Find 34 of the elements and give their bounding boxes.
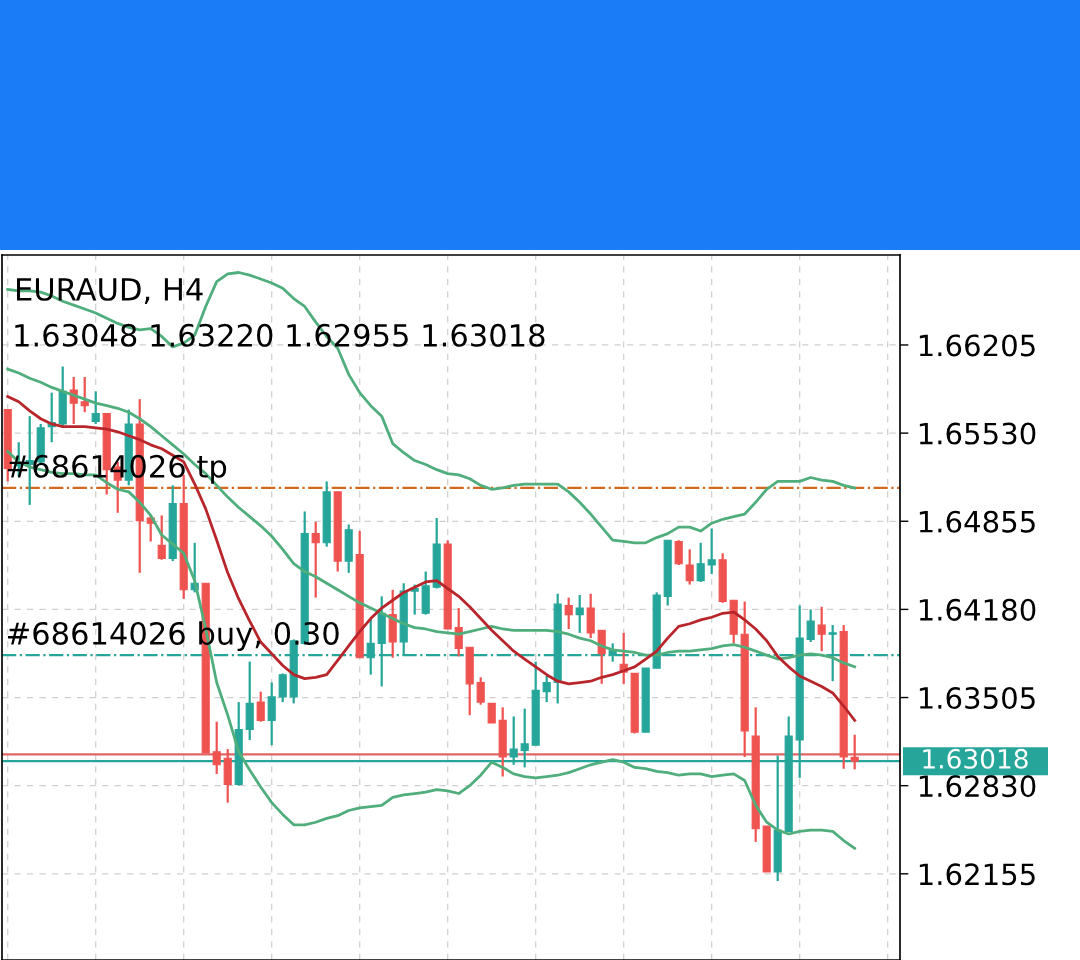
line-series: [6, 367, 857, 669]
candlestick: [696, 541, 705, 584]
line-series: [6, 395, 857, 722]
y-tick-label: 1.65530: [919, 422, 1036, 445]
candlestick: [91, 390, 100, 426]
candlestick: [487, 702, 496, 724]
ref-line-label: 1.63018: [923, 748, 1028, 769]
candlestick: [806, 608, 815, 644]
candlestick: [685, 548, 694, 586]
candlestick: [850, 733, 859, 771]
y-tick-label: 1.63505: [919, 686, 1035, 710]
candlestick: [564, 596, 573, 631]
text: EURAUD, H4: [17, 278, 203, 304]
y-tick-label: 1.62830: [919, 775, 1036, 798]
candlestick: [476, 676, 485, 706]
y-tick-label: 1.64855: [919, 510, 1035, 533]
candlestick: [707, 527, 716, 576]
line-series: [6, 271, 857, 545]
candlestick: [256, 690, 265, 723]
candlestick: [157, 514, 166, 561]
candlestick: [410, 583, 419, 616]
candlestick: [80, 375, 89, 414]
y-tick-label: 1.62155: [919, 863, 1035, 886]
candlestick: [267, 681, 276, 747]
candlestick: [311, 520, 320, 599]
candlestick: [674, 539, 683, 567]
line-series: [6, 450, 857, 850]
candlestick: [212, 720, 221, 776]
candlestick: [542, 674, 551, 704]
y-tick-label: 1.66205: [919, 334, 1035, 357]
candlestick: [575, 593, 584, 635]
candlestick: [817, 605, 826, 653]
candlestick: [278, 672, 287, 704]
y-tick-label: 1.64180: [919, 598, 1036, 621]
